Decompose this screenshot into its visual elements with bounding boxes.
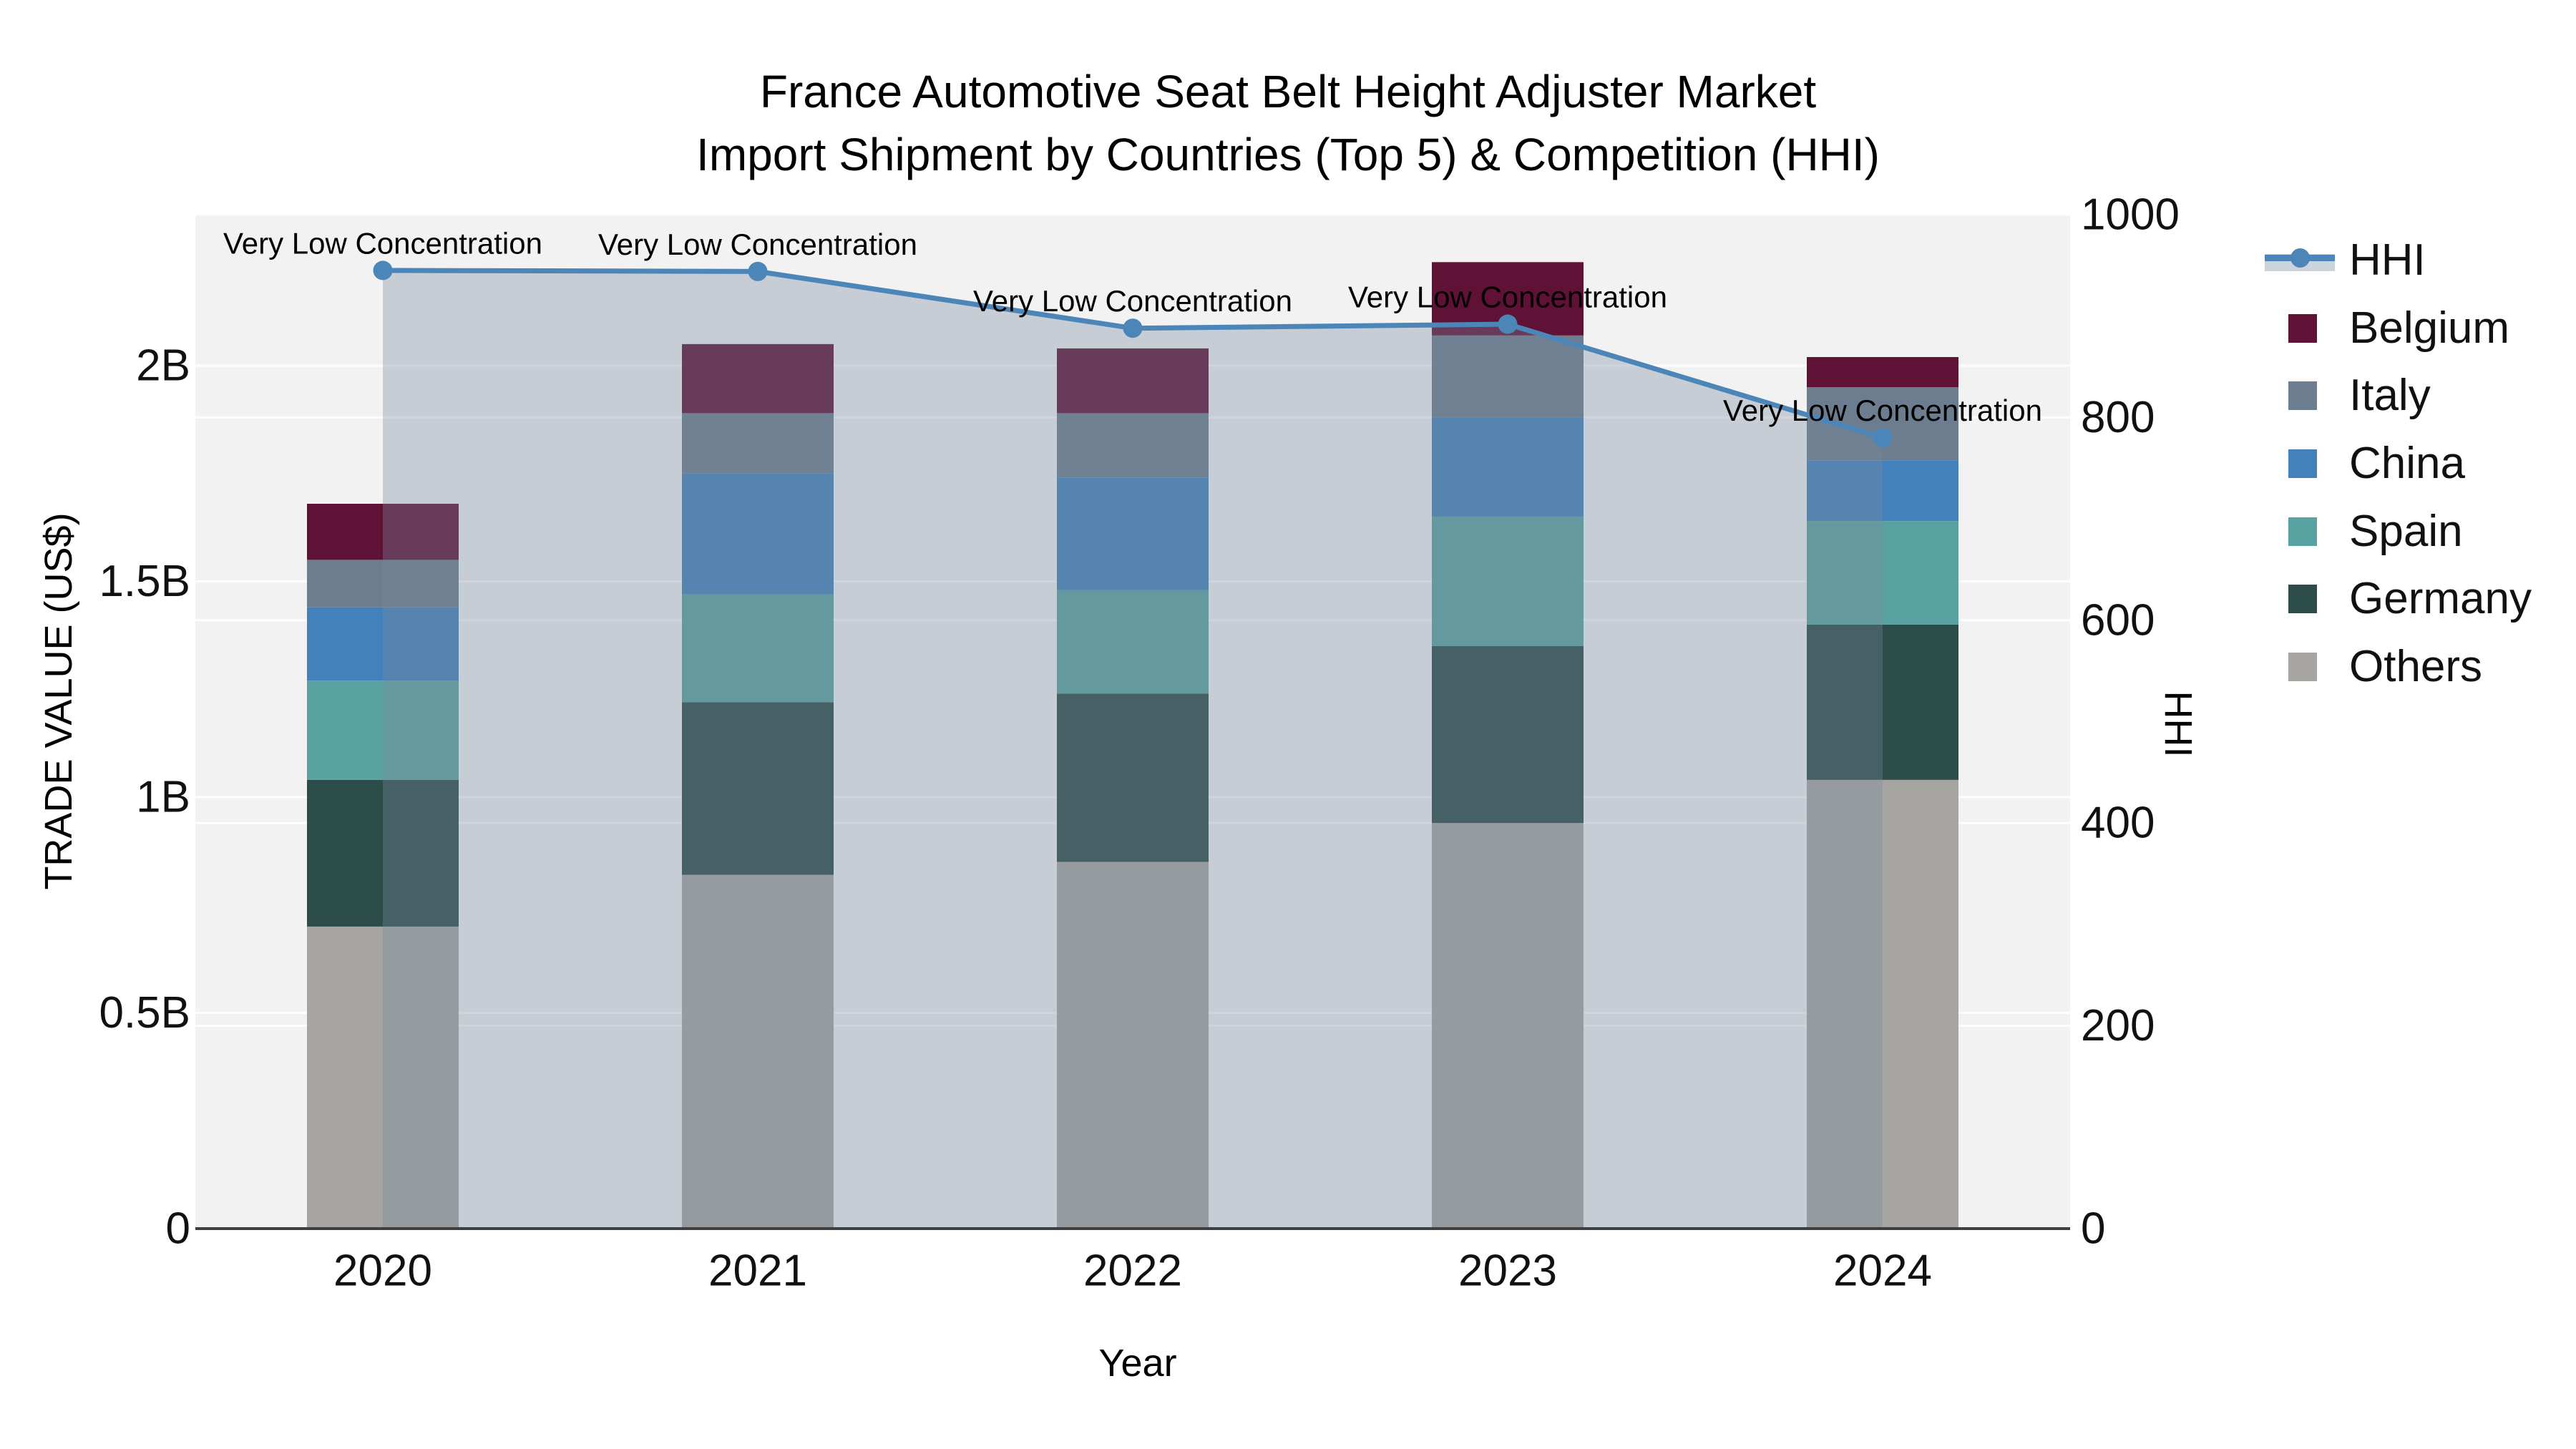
- italy-swatch-icon: [2288, 381, 2317, 411]
- bar-segment-italy-2020: [307, 560, 459, 608]
- bar-segment-italy-2021: [682, 413, 834, 474]
- x-tick-label-2023: 2023: [1458, 1246, 1557, 1296]
- x-tick-label-2024: 2024: [1833, 1246, 1932, 1296]
- bar-segment-spain-2021: [682, 594, 834, 703]
- legend-item-germany[interactable]: Germany: [2265, 565, 2532, 633]
- legend-label: Italy: [2349, 371, 2431, 421]
- x-tick-label-2020: 2020: [333, 1246, 432, 1296]
- legend-item-italy[interactable]: Italy: [2265, 362, 2532, 430]
- x-tick-label-2022: 2022: [1083, 1246, 1182, 1296]
- legend-item-others[interactable]: Others: [2265, 633, 2532, 701]
- y2-tick-label-400: 400: [2081, 799, 2155, 848]
- bar-segment-italy-2023: [1432, 335, 1584, 418]
- legend-item-hhi[interactable]: HHI: [2265, 227, 2532, 295]
- germany-swatch-icon: [2288, 585, 2317, 614]
- bar-segment-china-2024: [1807, 460, 1958, 522]
- annotation-2023: Very Low Concentration: [1348, 280, 1667, 314]
- legend-item-china[interactable]: China: [2265, 430, 2532, 498]
- bar-segment-italy-2022: [1057, 413, 1209, 478]
- bar-segment-spain-2022: [1057, 590, 1209, 694]
- hhi-marker-2024: [1873, 428, 1893, 448]
- chart-title: France Automotive Seat Belt Height Adjus…: [759, 66, 1817, 117]
- others-swatch-icon: [2288, 652, 2317, 681]
- bar-segment-belgium-2024: [1807, 356, 1958, 388]
- annotation-2024: Very Low Concentration: [1723, 394, 2042, 427]
- hhi-marker-2021: [748, 261, 768, 281]
- y2-tick-label-1000: 1000: [2081, 190, 2180, 240]
- bar-segment-belgium-2020: [307, 503, 459, 560]
- bar-segment-others-2020: [307, 926, 459, 1229]
- y2-tick-label-200: 200: [2081, 1001, 2155, 1050]
- bar-segment-germany-2021: [682, 702, 834, 875]
- annotation-2022: Very Low Concentration: [973, 284, 1292, 318]
- belgium-swatch-icon: [2288, 313, 2317, 343]
- annotation-2021: Very Low Concentration: [598, 228, 917, 261]
- bar-segment-spain-2020: [307, 680, 459, 780]
- bar-segment-others-2023: [1432, 823, 1584, 1229]
- bar-segment-germany-2020: [307, 779, 459, 927]
- hhi-marker-2020: [373, 260, 393, 280]
- y-tick-label-1B: 1B: [136, 773, 190, 822]
- y-tick-label-0.5B: 0.5B: [99, 988, 190, 1038]
- hhi-line-swatch-icon: [2265, 246, 2335, 275]
- bar-segment-belgium-2021: [682, 343, 834, 414]
- x-tick-label-2021: 2021: [708, 1246, 807, 1296]
- hhi-marker-2023: [1498, 314, 1518, 334]
- bar-segment-china-2022: [1057, 477, 1209, 590]
- bar-segment-germany-2022: [1057, 693, 1209, 862]
- legend-label: China: [2349, 439, 2465, 489]
- legend-label: Germany: [2349, 574, 2532, 624]
- bar-segment-germany-2024: [1807, 624, 1958, 780]
- x-axis-title: Year: [1098, 1342, 1177, 1385]
- china-swatch-icon: [2288, 449, 2317, 479]
- y2-tick-label-0: 0: [2081, 1204, 2105, 1254]
- hhi-area-fill: [383, 270, 1883, 1229]
- y-axis-title: TRADE VALUE (US$): [37, 512, 80, 890]
- bar-segment-spain-2023: [1432, 517, 1584, 646]
- y2-tick-label-600: 600: [2081, 595, 2155, 645]
- y-tick-label-0: 0: [166, 1204, 190, 1254]
- bar-segment-china-2021: [682, 473, 834, 595]
- y-tick-label-1.5B: 1.5B: [99, 557, 190, 606]
- legend-label: Spain: [2349, 506, 2463, 556]
- spain-swatch-icon: [2288, 517, 2317, 546]
- bar-segment-others-2024: [1807, 779, 1958, 1229]
- bar-segment-china-2023: [1432, 417, 1584, 517]
- bar-segment-spain-2024: [1807, 521, 1958, 625]
- legend-label: Others: [2349, 641, 2483, 691]
- y-tick-label-2B: 2B: [136, 341, 190, 391]
- legend-label: Belgium: [2349, 303, 2509, 353]
- bar-segment-others-2021: [682, 874, 834, 1229]
- bar-segment-china-2020: [307, 607, 459, 681]
- bar-segment-others-2022: [1057, 862, 1209, 1229]
- bar-segment-belgium-2022: [1057, 348, 1209, 414]
- legend-item-spain[interactable]: Spain: [2265, 497, 2532, 565]
- annotation-2020: Very Low Concentration: [223, 226, 542, 260]
- bar-segment-germany-2023: [1432, 645, 1584, 824]
- y2-axis-title: HHI: [2157, 691, 2200, 758]
- legend-label: HHI: [2349, 235, 2426, 286]
- legend: HHI Belgium Italy China Spain Germany Others: [2265, 227, 2532, 701]
- chart-subtitle: Import Shipment by Countries (Top 5) & C…: [696, 129, 1880, 180]
- chart-title-block: France Automotive Seat Belt Height Adjus…: [0, 60, 2576, 186]
- legend-item-belgium[interactable]: Belgium: [2265, 295, 2532, 363]
- y2-tick-label-800: 800: [2081, 393, 2155, 442]
- hhi-marker-2022: [1123, 318, 1143, 338]
